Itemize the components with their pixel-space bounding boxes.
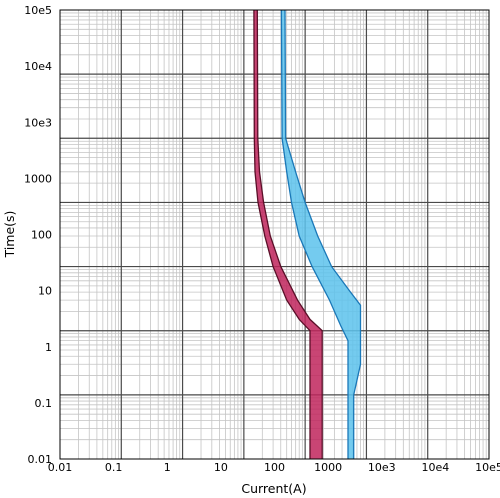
x-tick-label: 100 (264, 461, 285, 474)
plot-frame (59, 9, 490, 460)
x-tick-label: 10 (214, 461, 228, 474)
x-tick-label: 10e5 (475, 461, 500, 474)
x-tick-label: 1000 (314, 461, 342, 474)
x-tick-labels: 0.01 0.1 1 10 100 1000 10e3 10e4 10e5 (48, 461, 500, 474)
series-1-min-curve (253, 9, 311, 459)
x-tick-label: 10e3 (368, 461, 396, 474)
y-tick-labels: 0.01 0.1 1 10 100 1000 10e3 10e4 10e5 (24, 4, 52, 466)
y-tick-label: 1000 (24, 172, 52, 185)
series-2-max-curve (284, 9, 362, 459)
y-tick-label: 10e3 (24, 116, 52, 129)
y-tick-label: 100 (31, 229, 52, 242)
series-layer (253, 9, 362, 459)
x-axis-label: Current(A) (241, 481, 306, 496)
y-tick-label: 0.01 (28, 453, 53, 466)
y-tick-label: 1 (45, 341, 52, 354)
y-tick-label: 10 (38, 285, 52, 298)
x-tick-label: 10e4 (421, 461, 449, 474)
y-tick-label: 10e5 (24, 4, 52, 17)
y-axis-label: Time(s) (2, 211, 17, 259)
x-tick-label: 0.01 (48, 461, 73, 474)
series-2-band (281, 10, 361, 459)
y-tick-label: 10e4 (24, 60, 52, 73)
series-1-band (253, 10, 323, 459)
x-tick-label: 0.1 (105, 461, 123, 474)
x-tick-label: 1 (164, 461, 171, 474)
series-2-min-curve (280, 9, 349, 459)
plot-background (60, 10, 489, 459)
series-1-max-curve (256, 9, 323, 459)
y-tick-label: 0.1 (35, 397, 53, 410)
